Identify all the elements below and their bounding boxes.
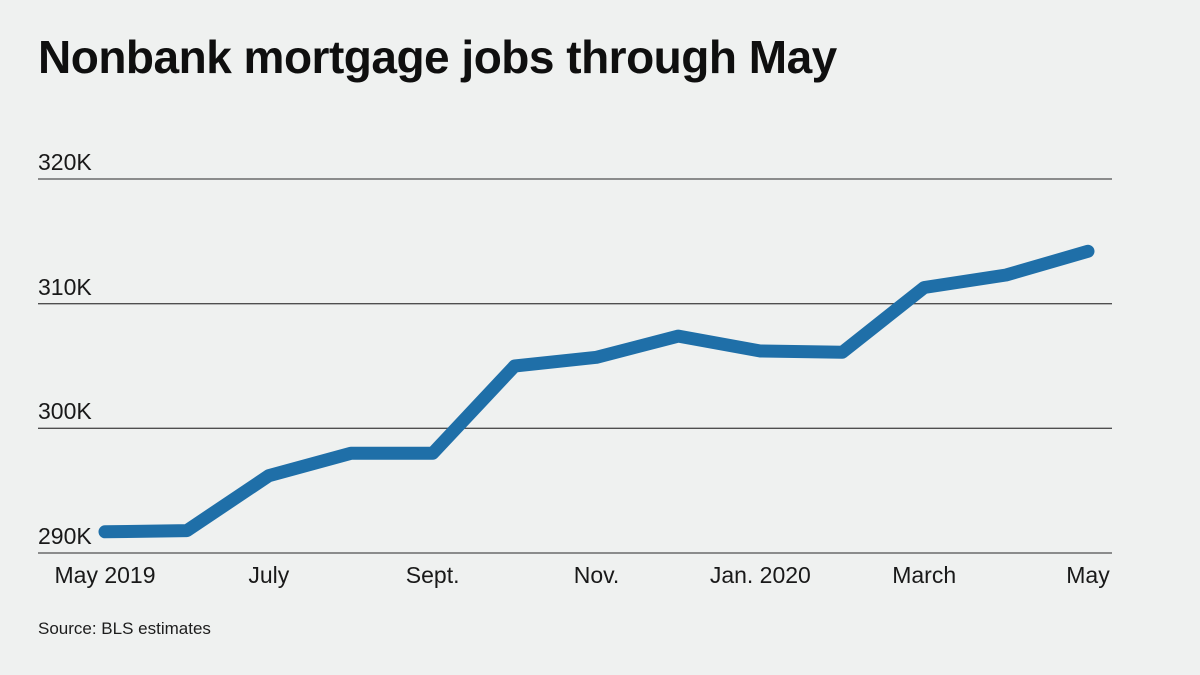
x-axis-tick-jan-2020: Jan. 2020 (709, 562, 811, 588)
y-axis-tick-290k: 290K (38, 523, 92, 549)
x-axis-tick-nov-: Nov. (573, 562, 620, 588)
x-axis-tick-march: March (892, 562, 957, 588)
jobs-trend-line (98, 244, 1095, 539)
source-note: Source: BLS estimates (38, 619, 211, 638)
y-axis-tick-300k: 300K (38, 398, 92, 425)
x-axis-tick-july: July (248, 562, 290, 588)
x-axis-tick-may-2019: May 2019 (54, 562, 156, 588)
y-axis-tick-320k: 320K (38, 149, 92, 175)
x-axis-tick-sept-: Sept. (405, 562, 460, 588)
chart-title: Nonbank mortgage jobs through May (38, 31, 837, 83)
x-axis-tick-may: May (1066, 562, 1110, 588)
y-axis-tick-310k: 310K (38, 273, 92, 300)
